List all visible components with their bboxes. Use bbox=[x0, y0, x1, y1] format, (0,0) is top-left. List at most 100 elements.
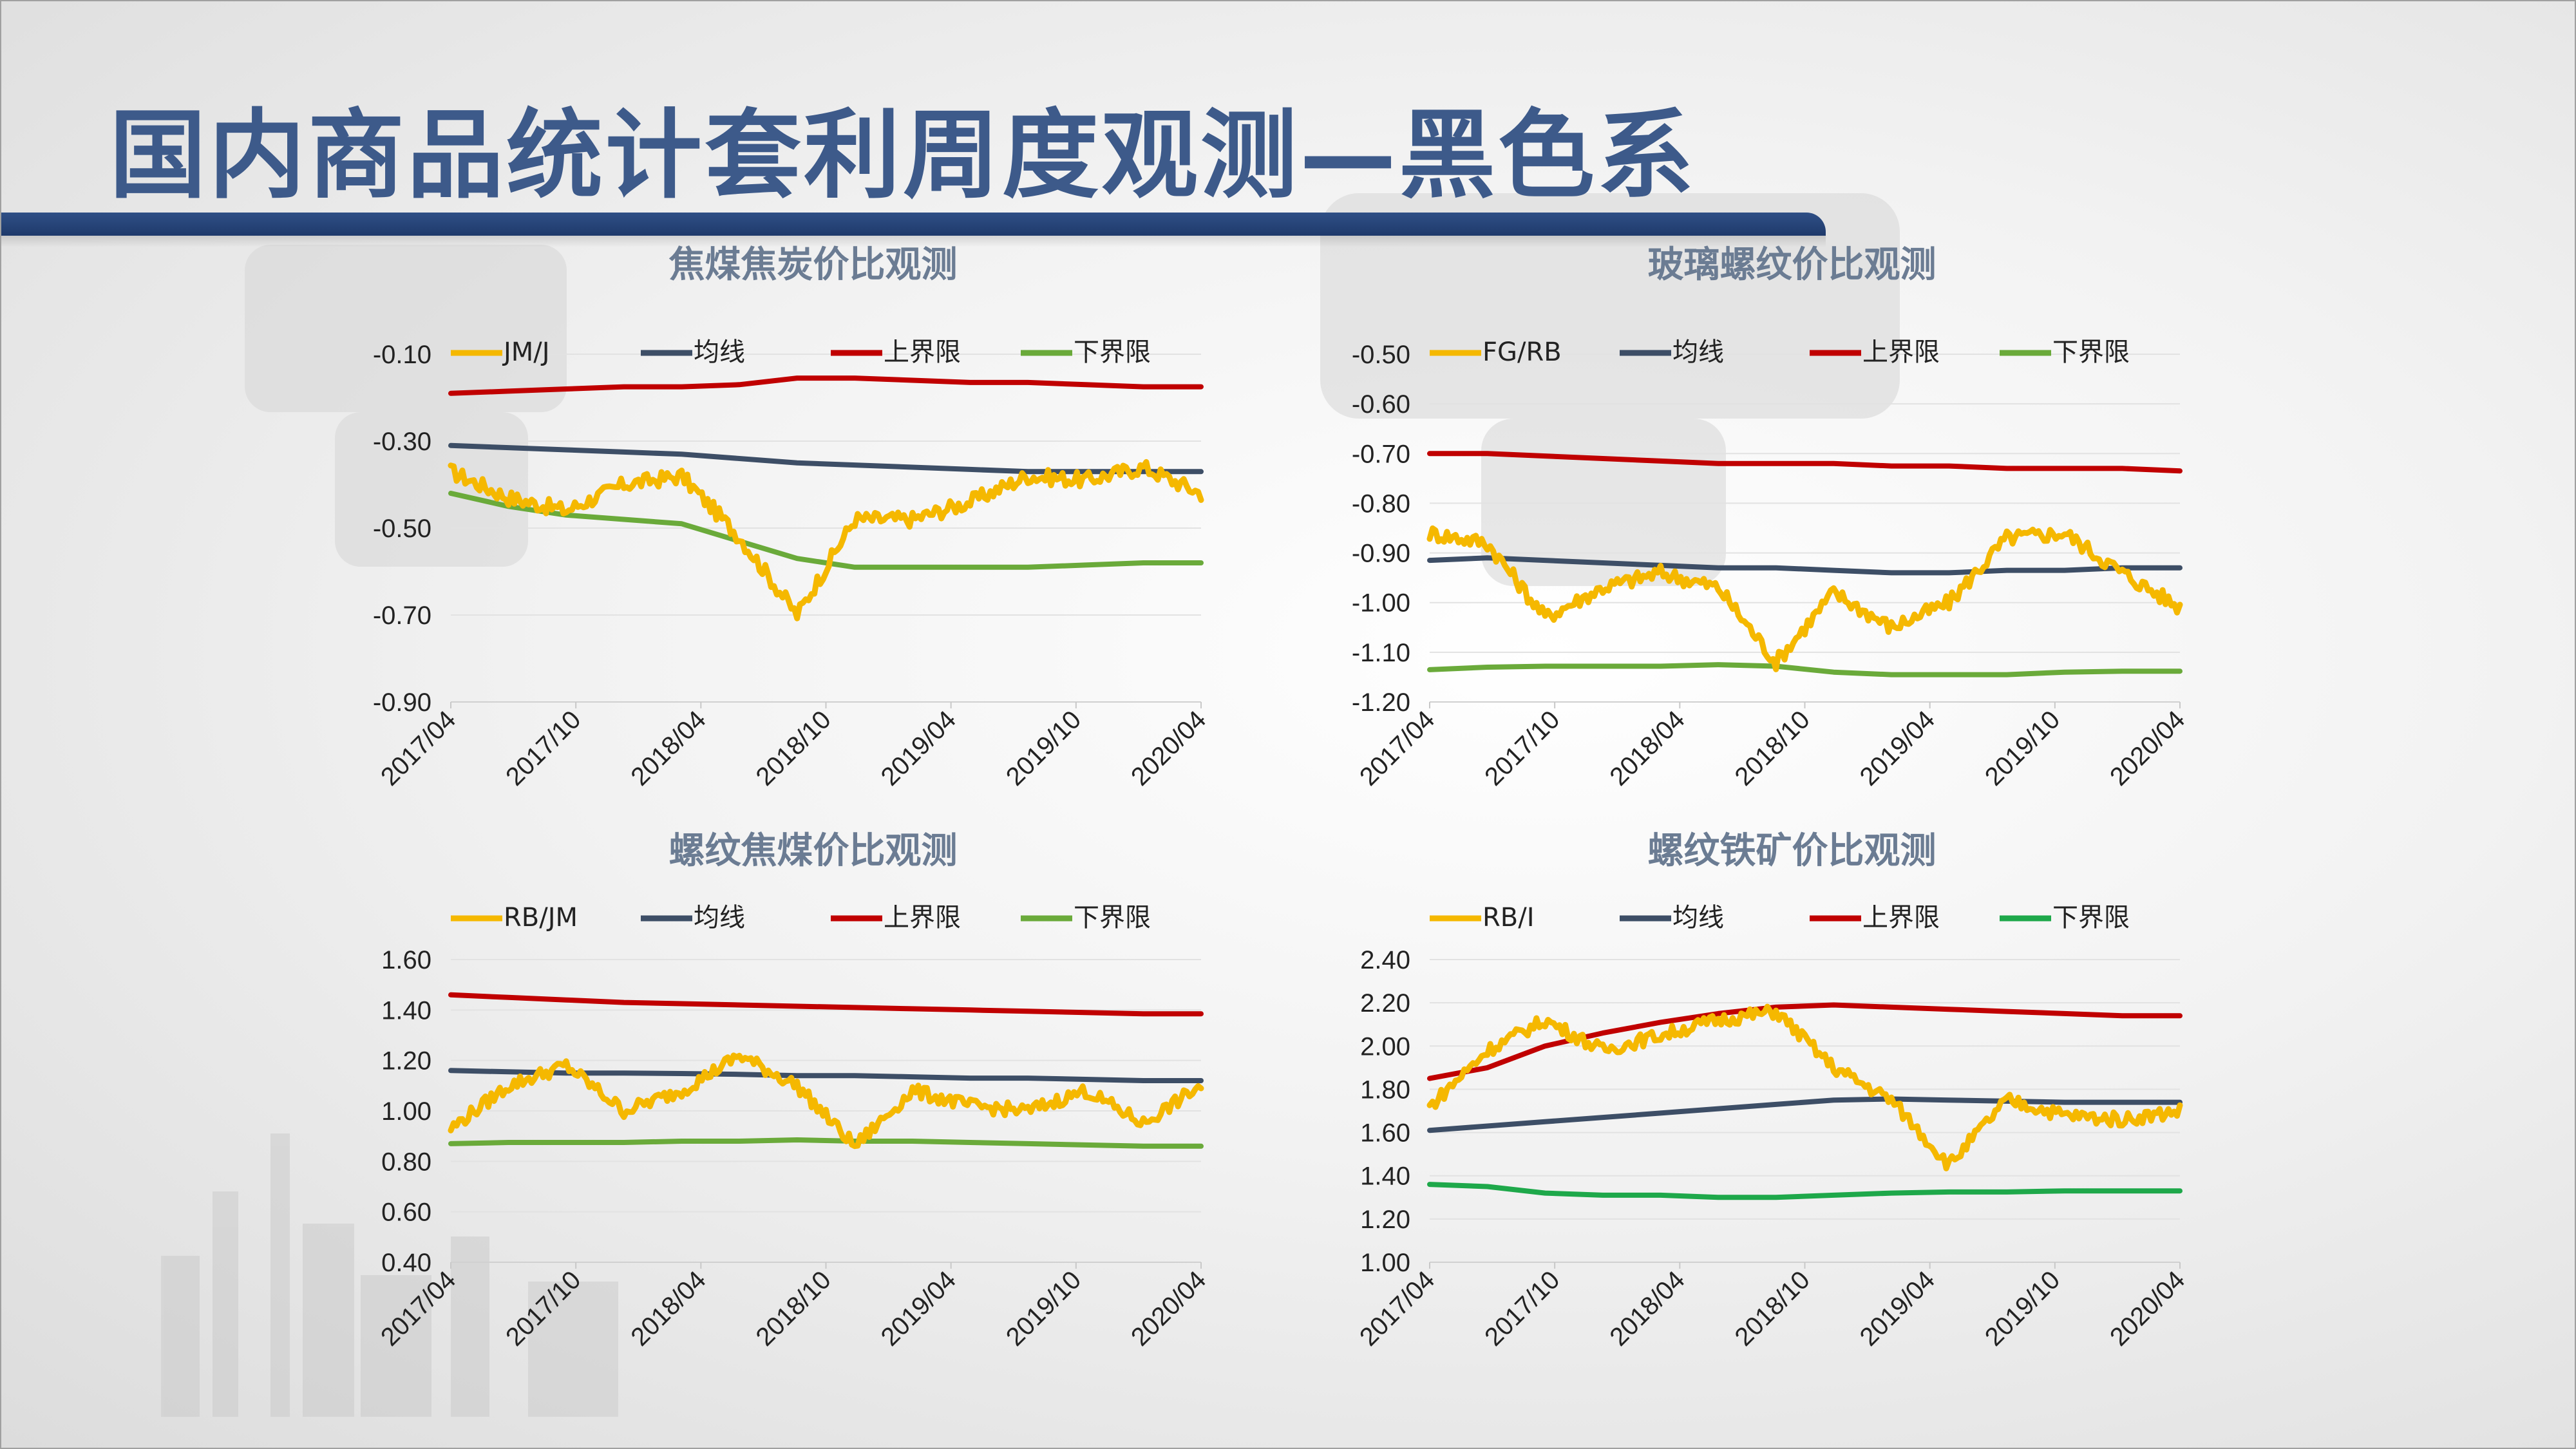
series-line-1 bbox=[448, 442, 1204, 475]
y-tick-label: -0.70 bbox=[373, 601, 431, 630]
legend-label: 上界限 bbox=[884, 337, 961, 367]
x-tick-label: 2017/10 bbox=[500, 705, 586, 791]
x-tick-label: 2019/04 bbox=[1855, 1265, 1940, 1351]
y-tick-label: -1.10 bbox=[1352, 639, 1410, 667]
y-tick-label: -0.90 bbox=[1352, 540, 1410, 568]
y-tick-label: -0.10 bbox=[373, 341, 431, 369]
y-tick-label: 1.60 bbox=[381, 946, 431, 974]
y-tick-label: -0.70 bbox=[1352, 440, 1410, 468]
y-tick-label: -0.80 bbox=[1352, 489, 1410, 518]
page-title: 国内商品统计套利周度观测—黑色系 bbox=[109, 100, 1697, 212]
x-tick-label: 2018/04 bbox=[625, 1265, 711, 1351]
series-line-3 bbox=[1427, 662, 2183, 677]
legend-label: FG/RB bbox=[1482, 337, 1562, 367]
chart-title: 焦煤焦炭价比观测 bbox=[669, 244, 958, 286]
x-tick-label: 2019/10 bbox=[1001, 1265, 1086, 1351]
x-tick-label: 2019/04 bbox=[876, 1265, 961, 1351]
y-tick-label: 1.20 bbox=[1360, 1206, 1410, 1234]
title-underline-shadow bbox=[0, 236, 1826, 247]
y-tick-label: 1.40 bbox=[381, 996, 431, 1025]
chart-title: 螺纹铁矿价比观测 bbox=[1648, 830, 1937, 872]
legend-label: RB/I bbox=[1482, 903, 1535, 933]
y-tick-label: -1.20 bbox=[1352, 688, 1410, 717]
x-tick-label: 2017/10 bbox=[1479, 1265, 1565, 1351]
y-tick-label: 2.20 bbox=[1360, 989, 1410, 1018]
x-tick-label: 2018/10 bbox=[1730, 705, 1815, 791]
legend-label: 均线 bbox=[694, 903, 745, 933]
chart-rebar-iron-ore: 螺纹铁矿价比观测 2.40 2.20 2.00 1.80 1.60 1.40 1.20 1.00… bbox=[1354, 830, 2190, 1352]
series-line-0 bbox=[1426, 525, 2183, 672]
x-tick-label: 2019/10 bbox=[1980, 1265, 2065, 1351]
legend-label: RB/JM bbox=[504, 903, 578, 933]
x-tick-label: 2020/04 bbox=[2105, 705, 2190, 791]
x-tick-label: 2017/10 bbox=[500, 1265, 586, 1351]
legend-label: 下界限 bbox=[1074, 903, 1151, 933]
x-tick-label: 2018/04 bbox=[1604, 1265, 1690, 1351]
y-tick-label: 2.40 bbox=[1360, 946, 1410, 974]
series-line-1 bbox=[1427, 1096, 2183, 1133]
legend-label: 均线 bbox=[1672, 337, 1724, 367]
y-tick-label: 1.40 bbox=[1360, 1162, 1410, 1191]
series-line-3 bbox=[1427, 1182, 2183, 1200]
y-tick-label: 1.00 bbox=[381, 1097, 431, 1126]
x-tick-label: 2018/10 bbox=[1730, 1265, 1815, 1351]
x-tick-label: 2017/04 bbox=[1354, 705, 1440, 791]
series-line-0 bbox=[1426, 1003, 2183, 1171]
x-tick-label: 2018/10 bbox=[751, 1265, 837, 1351]
x-tick-label: 2019/10 bbox=[1001, 705, 1086, 791]
x-tick-label: 2018/04 bbox=[625, 705, 711, 791]
series-line-2 bbox=[1427, 1002, 2183, 1081]
series-line-3 bbox=[448, 491, 1204, 570]
y-tick-label: -0.50 bbox=[373, 515, 431, 543]
x-tick-label: 2017/04 bbox=[375, 705, 461, 791]
series-line-0 bbox=[448, 459, 1204, 621]
y-tick-label: 1.80 bbox=[1360, 1075, 1410, 1104]
y-tick-label: -0.30 bbox=[373, 428, 431, 456]
x-tick-label: 2019/04 bbox=[1855, 705, 1940, 791]
chart-title: 螺纹焦煤价比观测 bbox=[669, 830, 958, 872]
series-line-3 bbox=[448, 1137, 1204, 1149]
y-tick-label: 1.20 bbox=[381, 1047, 431, 1075]
legend-label: JM/J bbox=[502, 337, 550, 367]
legend-label: 均线 bbox=[694, 337, 745, 367]
y-tick-label: -0.60 bbox=[1352, 390, 1410, 419]
chart-rebar-coking-coal: 螺纹焦煤价比观测1.601.401.201.000.800.600.402017… bbox=[375, 830, 1211, 1352]
chart-glass-rebar: 玻璃螺纹价比观测 -0.50 -0.60 -0.70 -0.80 -0.90 -1.00 -1… bbox=[1352, 244, 2191, 791]
legend-label: 上界限 bbox=[1862, 337, 1940, 367]
series-line-1 bbox=[1427, 555, 2183, 576]
y-tick-label: 0.60 bbox=[381, 1198, 431, 1227]
series-line-1 bbox=[448, 1068, 1204, 1083]
x-tick-label: 2018/04 bbox=[1604, 705, 1690, 791]
legend-label: 上界限 bbox=[884, 903, 961, 933]
series-line-2 bbox=[448, 992, 1204, 1017]
title-underline-bar bbox=[0, 213, 1826, 236]
legend-label: 均线 bbox=[1672, 903, 1724, 933]
series-line-2 bbox=[1427, 451, 2183, 474]
y-tick-label: -0.90 bbox=[373, 688, 431, 717]
series-line-0 bbox=[448, 1052, 1204, 1150]
x-tick-label: 2017/04 bbox=[375, 1265, 461, 1351]
x-tick-label: 2020/04 bbox=[1126, 705, 1211, 791]
x-tick-label: 2020/04 bbox=[1126, 1265, 1211, 1351]
y-tick-label: -0.50 bbox=[1352, 341, 1410, 369]
legend-label: 下界限 bbox=[1074, 337, 1151, 367]
x-tick-label: 2018/10 bbox=[751, 705, 837, 791]
x-tick-label: 2017/10 bbox=[1479, 705, 1565, 791]
x-tick-label: 2019/04 bbox=[876, 705, 961, 791]
x-tick-label: 2017/04 bbox=[1354, 1265, 1440, 1351]
y-tick-label: -1.00 bbox=[1352, 589, 1410, 618]
series-line-2 bbox=[448, 375, 1204, 396]
x-tick-label: 2020/04 bbox=[2105, 1265, 2190, 1351]
y-tick-label: 0.40 bbox=[381, 1249, 431, 1277]
x-tick-label: 2019/10 bbox=[1980, 705, 2065, 791]
chart-coking-coal-coke: 焦煤焦炭价比观测 -0.10 -0.30 -0.50 -0.70 -0.902017/04… bbox=[373, 244, 1212, 791]
legend-label: 下界限 bbox=[2052, 903, 2130, 933]
y-tick-label: 1.60 bbox=[1360, 1119, 1410, 1148]
y-tick-label: 0.80 bbox=[381, 1148, 431, 1176]
y-tick-label: 1.00 bbox=[1360, 1249, 1410, 1277]
y-tick-label: 2.00 bbox=[1360, 1032, 1410, 1061]
legend-label: 上界限 bbox=[1862, 903, 1940, 933]
chart-title: 玻璃螺纹价比观测 bbox=[1648, 244, 1937, 286]
legend-label: 下界限 bbox=[2052, 337, 2130, 367]
